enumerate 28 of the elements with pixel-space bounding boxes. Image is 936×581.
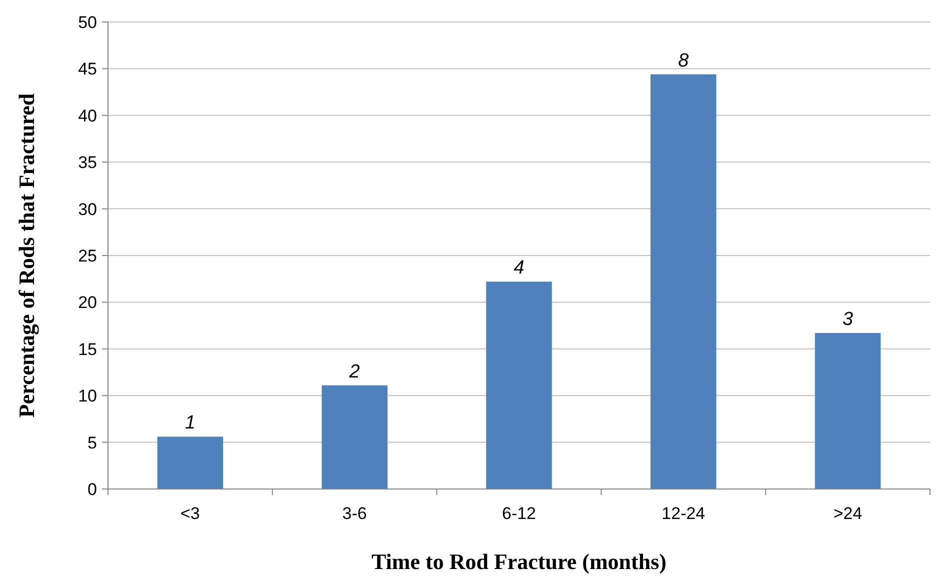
x-tick-label: >24	[833, 504, 862, 523]
annotation: 8	[678, 50, 690, 72]
y-tick-label: 35	[78, 153, 97, 172]
x-tick-label: 3-6	[342, 504, 367, 523]
y-tick-label: 25	[78, 246, 97, 266]
y-tick-label: 45	[78, 60, 97, 79]
y-tick-label: 15	[78, 340, 97, 359]
y-tick-label: 20	[78, 293, 97, 312]
y-axis-title: Percentage of Rods that Fractured	[14, 93, 39, 418]
annotation: 2	[348, 361, 360, 382]
y-tick-label: 30	[78, 200, 97, 219]
annotation: 1	[184, 412, 196, 434]
y-tick-label: 10	[78, 386, 97, 406]
y-tick-label: 50	[78, 12, 97, 32]
x-tick-label: <3	[180, 504, 200, 523]
bar	[650, 74, 716, 489]
x-axis-title: Time to Rod Fracture (months)	[372, 549, 666, 574]
bar	[814, 333, 881, 489]
bar	[322, 385, 388, 489]
x-tick-label: 12-24	[662, 504, 706, 523]
x-tick-label: 6-12	[502, 504, 536, 523]
y-tick-label: 40	[78, 106, 97, 126]
annotation: 3	[842, 309, 854, 330]
bar	[486, 282, 552, 489]
y-tick-label: 0	[88, 480, 97, 499]
bar	[157, 436, 224, 489]
annotation: 4	[514, 258, 524, 279]
y-tick-label: 5	[88, 433, 97, 452]
